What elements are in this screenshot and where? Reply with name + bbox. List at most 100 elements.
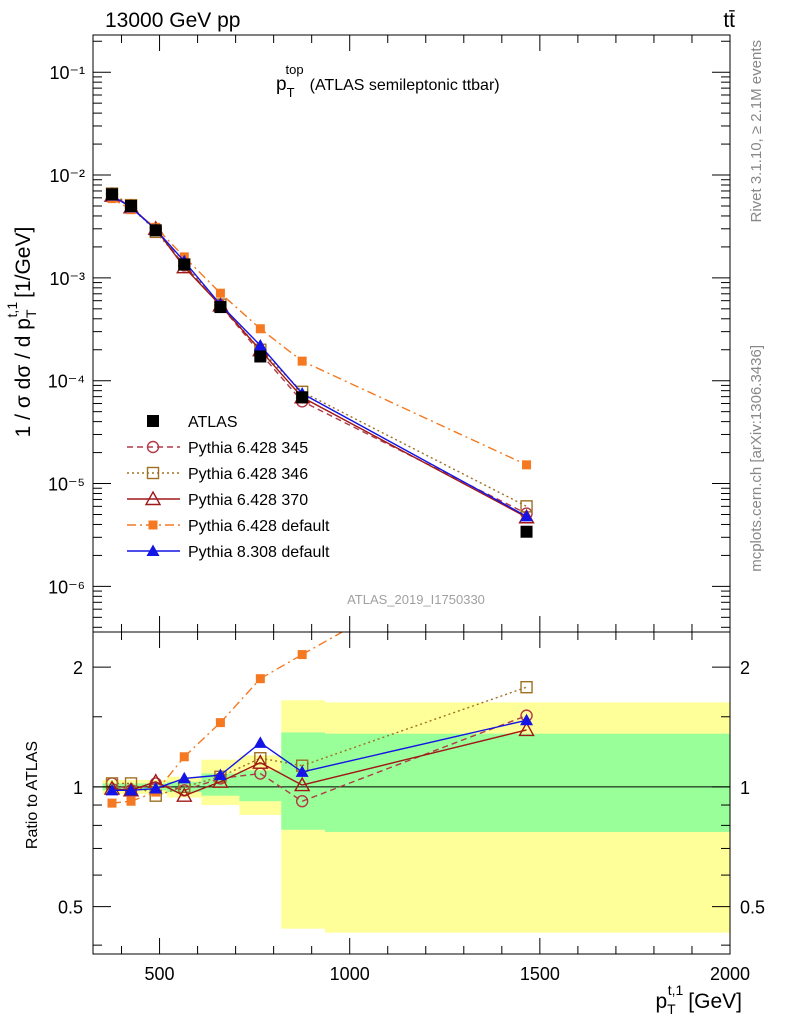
main-ytick-label: 10⁻⁶ <box>48 577 85 597</box>
legend-label: Pythia 6.428 346 <box>188 466 308 483</box>
main-series-point <box>254 350 267 363</box>
legend-label: Pythia 8.308 default <box>188 544 330 561</box>
ratio-series-line <box>219 742 261 776</box>
legend: ATLAS Pythia 6.428 345 Pythia 6.428 346 Pyt… <box>127 414 330 561</box>
main-series-point <box>125 199 138 212</box>
ratio-series-point <box>253 736 267 748</box>
ratio-series-point <box>254 752 267 765</box>
main-series-point <box>106 188 119 201</box>
ratio-series-point <box>124 783 138 796</box>
ratio-series-point <box>179 752 189 762</box>
ratio-series-point <box>295 795 309 808</box>
main-series-line <box>111 197 527 466</box>
legend-marker <box>147 415 159 427</box>
ratio-series-point <box>252 754 269 769</box>
ratio-series-point <box>297 650 307 660</box>
main-panel-frame <box>92 34 731 633</box>
ratio-bands <box>102 700 730 933</box>
ratio-series-point <box>126 796 136 806</box>
ratio-ytick-label: 2 <box>73 658 83 678</box>
ratio-series-line <box>220 772 261 780</box>
ratio-xlabel-unit: [GeV] <box>688 990 742 1013</box>
main-series-group <box>107 194 532 470</box>
main-axis-ticks: 10⁻⁶ 10⁻⁵ 10⁻⁴ 10⁻³ 10⁻² 10⁻¹ <box>48 35 731 632</box>
ratio-series-point <box>213 768 227 781</box>
main-series-group <box>105 189 534 522</box>
main-series-line <box>111 193 527 515</box>
ratio-xlabel-sup: t,1 <box>668 982 684 998</box>
ratio-series <box>103 631 535 808</box>
main-series-line <box>111 195 527 517</box>
ratio-series-line <box>301 729 527 786</box>
ratio-ylabel: Ratio to ATLAS <box>24 741 41 849</box>
main-title-rest: (ATLAS semileptonic ttbar) <box>310 77 500 94</box>
main-ylabel-sup: t,1 <box>4 302 20 318</box>
ratio-series-point <box>293 776 311 792</box>
watermark: ATLAS_2019_I1750330 <box>347 592 485 607</box>
ratio-series-line <box>301 714 527 802</box>
main-ytick-label: 10⁻⁴ <box>48 372 85 392</box>
ratio-series-line <box>259 742 303 773</box>
ratio-series-point <box>295 765 309 777</box>
ratio-series-point <box>177 771 191 784</box>
main-ylabel: 1 / σ dσ / d pTt,1 [1/GeV] <box>4 227 39 438</box>
main-series-point <box>178 258 191 271</box>
main-panel: 10⁻⁶10⁻⁵10⁻⁴10⁻³10⁻²10⁻¹ pTtop(ATLAS sem… <box>4 34 731 633</box>
main-ytick-label: 10⁻² <box>49 166 85 186</box>
ratio-axis-ticks: 0.5 0.5 1 1 2 2 500 1000 1500 2000 <box>58 632 765 984</box>
legend-marker <box>148 520 158 530</box>
ratio-series-line <box>302 719 527 773</box>
ratio-panel: 0.5 0.5 1 1 2 2 500 1000 1500 2000 Ratio to ATLAS… <box>24 631 765 1017</box>
ratio-series-point <box>176 787 193 802</box>
ratio-series-line <box>260 757 303 767</box>
main-series-point <box>520 525 533 538</box>
ratio-series-point <box>105 783 119 796</box>
ratio-series-group <box>105 713 534 796</box>
main-series-point <box>297 356 307 366</box>
ratio-series-point <box>107 798 117 808</box>
ratio-series-line <box>259 772 303 802</box>
legend-marker <box>144 490 162 506</box>
main-title-p: p <box>276 74 287 95</box>
ratio-series-point <box>215 718 225 728</box>
legend-label: ATLAS <box>188 414 238 431</box>
ratio-panel-frame <box>92 631 731 955</box>
main-series-line <box>111 195 527 518</box>
ratio-series-line <box>111 782 132 791</box>
rivet-label: Rivet 3.1.10, ≥ 2.1M events <box>748 40 765 223</box>
ratio-series-line <box>184 774 221 780</box>
main-series-point <box>255 324 265 334</box>
ratio-ytick-label: 1 <box>73 778 83 798</box>
header-left: 13000 GeV pp <box>105 9 240 32</box>
main-series-point <box>520 509 534 522</box>
main-series-point <box>215 288 225 298</box>
legend-label: Pythia 6.428 345 <box>188 440 308 457</box>
main-series-line <box>111 192 527 507</box>
ratio-xlabel-text: p <box>655 990 667 1013</box>
ratio-series-line <box>183 722 221 758</box>
ratio-series-point <box>212 773 229 788</box>
main-series-point <box>253 338 267 351</box>
ratio-series-point <box>255 674 265 684</box>
ratio-series-line <box>220 762 261 783</box>
ratio-ytick-label-right: 1 <box>740 778 750 798</box>
ratio-band-green <box>324 733 730 832</box>
main-series-point <box>296 391 309 404</box>
legend-marker <box>146 466 160 480</box>
main-title-sub: T <box>287 85 295 100</box>
main-ylabel-text: 1 / σ dσ / d p <box>12 318 35 437</box>
main-series <box>103 187 535 538</box>
ratio-series-point <box>520 713 534 726</box>
ratio-series-line <box>219 678 261 724</box>
main-series-group <box>103 187 535 524</box>
ratio-series-group <box>105 680 533 802</box>
main-ytick-label: 10⁻¹ <box>49 63 85 83</box>
ratio-ytick-label-right: 2 <box>740 658 750 678</box>
legend-label: Pythia 6.428 default <box>188 518 330 535</box>
ratio-series-line <box>130 787 156 792</box>
main-series-point <box>522 460 532 470</box>
mcplots-label: mcplots.cern.ch [arXiv:1306.3436] <box>748 345 765 572</box>
main-series-group <box>106 188 533 538</box>
ratio-series-line <box>301 631 343 656</box>
